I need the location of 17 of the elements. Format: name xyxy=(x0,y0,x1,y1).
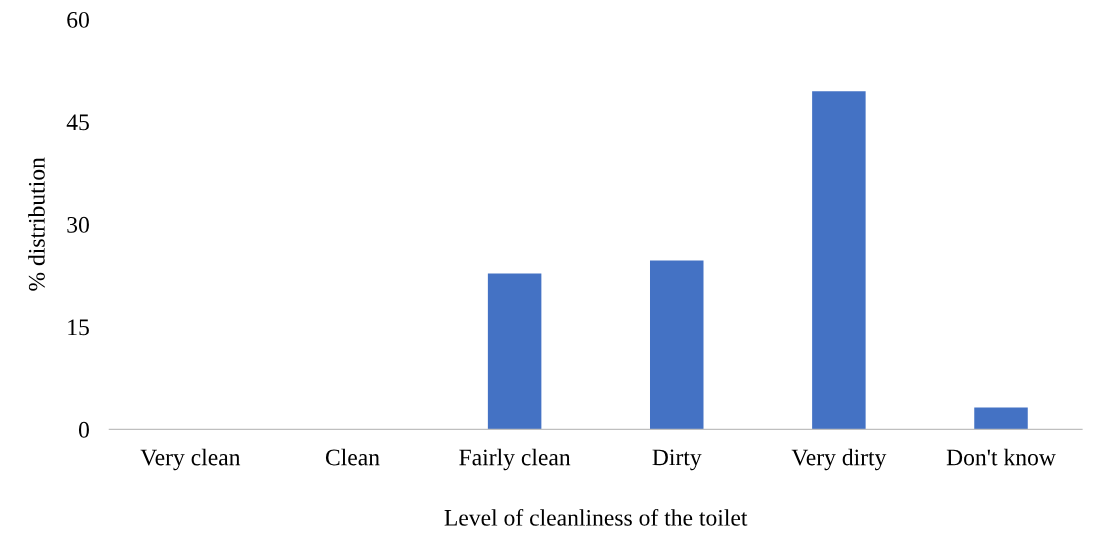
y-axis-title: % distribution xyxy=(28,157,45,291)
bar xyxy=(487,273,542,430)
x-tick-label: Dirty xyxy=(652,449,702,471)
bar xyxy=(650,260,704,430)
y-tick-label: 15 xyxy=(68,319,89,336)
y-tick-label: 45 xyxy=(66,114,89,131)
x-tick-label: Don't know xyxy=(946,448,1056,466)
bar xyxy=(974,407,1028,430)
x-tick-label: Very dirty xyxy=(791,448,887,471)
bar xyxy=(812,91,866,430)
y-tick-label: 0 xyxy=(78,421,89,438)
y-tick-label: 60 xyxy=(67,11,89,28)
x-tick-label: Clean xyxy=(325,448,380,466)
y-tick-label: 30 xyxy=(67,216,89,233)
x-tick-label: Fairly clean xyxy=(459,448,571,471)
x-tick-label: Very clean xyxy=(140,448,241,471)
x-axis-title: Level of cleanliness of the toilet xyxy=(444,508,748,526)
